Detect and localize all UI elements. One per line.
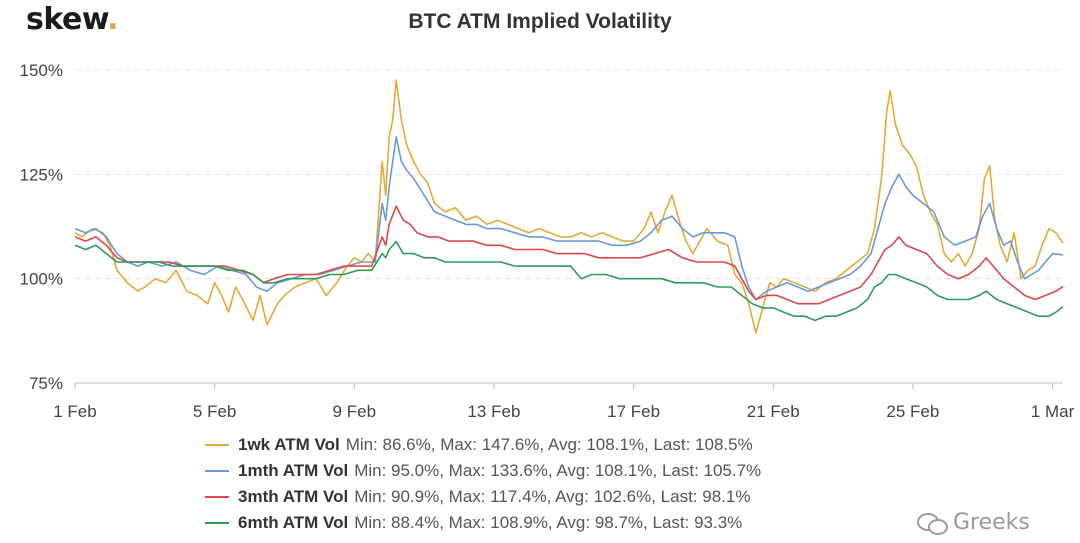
legend-item[interactable]: 1wk ATM Vol Min: 86.6%, Max: 147.6%, Avg:… — [205, 432, 761, 458]
x-tick-label: 13 Feb — [467, 402, 520, 421]
legend-series-stats: Min: 88.4%, Max: 108.9%, Avg: 98.7%, Las… — [354, 513, 743, 532]
x-tick-label: 5 Feb — [193, 402, 236, 421]
legend-swatch — [205, 444, 229, 446]
series-line-3 — [74, 205, 1064, 305]
watermark: Greeks — [917, 510, 1030, 535]
y-tick-label: 150% — [20, 61, 63, 80]
x-tick-label: 9 Feb — [333, 402, 376, 421]
legend-series-name: 3mth ATM Vol — [238, 487, 349, 506]
legend-item[interactable]: 1mth ATM Vol Min: 95.0%, Max: 133.6%, Avg… — [205, 458, 761, 484]
legend-swatch — [205, 496, 229, 498]
watermark-text: Greeks — [953, 510, 1030, 535]
y-tick-label: 125% — [20, 165, 63, 184]
legend-series-stats: Min: 86.6%, Max: 147.6%, Avg: 108.1%, La… — [345, 435, 753, 454]
legend-item[interactable]: 3mth ATM Vol Min: 90.9%, Max: 117.4%, Avg… — [205, 484, 761, 510]
legend-series-name: 1mth ATM Vol — [238, 461, 349, 480]
series-line-2 — [74, 136, 1064, 301]
x-tick-label: 25 Feb — [886, 402, 939, 421]
x-tick-label: 1 Feb — [53, 402, 96, 421]
chart-legend: 1wk ATM Vol Min: 86.6%, Max: 147.6%, Avg:… — [205, 432, 761, 536]
chart-title: BTC ATM Implied Volatility — [408, 10, 672, 33]
x-tick-label: 1 Mar — [1031, 402, 1075, 421]
legend-series-stats: Min: 90.9%, Max: 117.4%, Avg: 102.6%, La… — [354, 487, 751, 506]
y-tick-label: 75% — [29, 374, 63, 393]
x-tick-label: 21 Feb — [747, 402, 800, 421]
series-line-1 — [74, 79, 1064, 334]
series-line-4 — [74, 240, 1064, 322]
legend-series-name: 1wk ATM Vol — [238, 435, 340, 454]
legend-series-name: 6mth ATM Vol — [238, 513, 349, 532]
x-tick-label: 17 Feb — [607, 402, 660, 421]
skew-logo: skew. — [26, 2, 119, 37]
legend-swatch — [205, 470, 229, 472]
y-tick-label: 100% — [20, 270, 63, 289]
legend-item[interactable]: 6mth ATM Vol Min: 88.4%, Max: 108.9%, Avg… — [205, 510, 761, 536]
volatility-line-chart: 150% 125% 100% 75% 1 Feb 5 Feb 9 Feb 13 Feb 17 F… — [20, 61, 1075, 421]
legend-series-stats: Min: 95.0%, Max: 133.6%, Avg: 108.1%, La… — [354, 461, 762, 480]
wechat-icon — [917, 511, 948, 535]
legend-swatch — [205, 522, 229, 524]
